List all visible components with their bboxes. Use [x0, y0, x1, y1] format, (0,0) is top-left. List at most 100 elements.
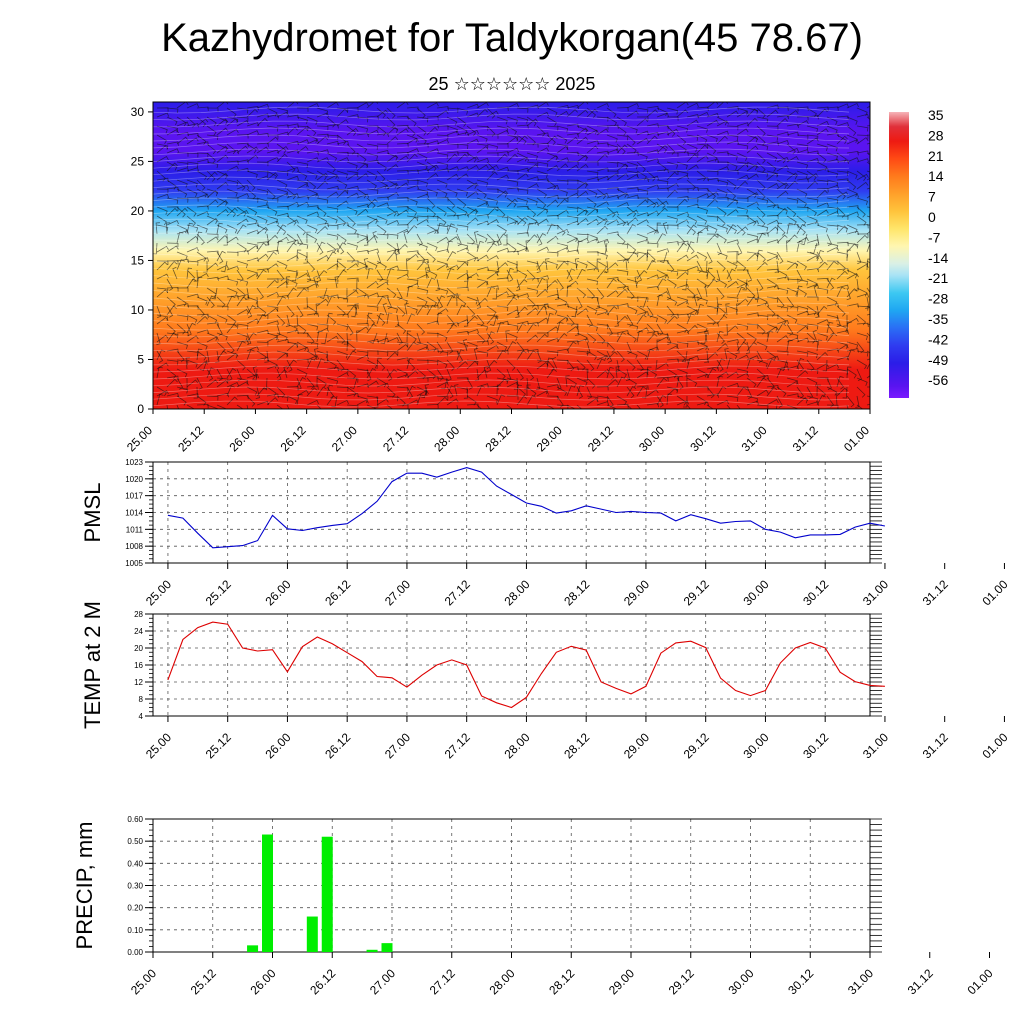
- wind-barb: [796, 337, 810, 343]
- wind-barb: [586, 161, 599, 166]
- wind-barb: [306, 193, 320, 199]
- wind-barb: [186, 179, 198, 188]
- wind-barb: [326, 152, 338, 162]
- wind-barb: [306, 387, 318, 397]
- wind-barb: [476, 266, 490, 271]
- wind-barb: [836, 305, 846, 317]
- wind-barb: [746, 357, 755, 370]
- wind-barb: [246, 349, 255, 361]
- wind-barb: [496, 215, 509, 222]
- wind-barb: [186, 379, 199, 388]
- wind-barb: [716, 343, 729, 352]
- wind-barb: [216, 379, 229, 388]
- wind-barb: [726, 152, 738, 161]
- wind-barb: [486, 242, 498, 253]
- wind-barb: [786, 262, 799, 271]
- wind-barb: [726, 268, 736, 280]
- wind-barb: [153, 242, 158, 255]
- wind-barb: [356, 287, 367, 298]
- wind-barb: [526, 197, 538, 206]
- wind-barb: [796, 310, 809, 316]
- wind-barb: [796, 285, 803, 298]
- wind-barb: [486, 272, 499, 280]
- wind-barb: [356, 350, 369, 357]
- wind-barb: [546, 260, 558, 269]
- wind-barb: [206, 125, 217, 136]
- wind-barb: [486, 314, 499, 321]
- wind-barb: [546, 135, 558, 145]
- y-tick-label: 28: [134, 610, 143, 619]
- wind-barb: [206, 116, 217, 127]
- wind-barb: [766, 125, 779, 131]
- wind-barb: [856, 197, 869, 206]
- wind-barb: [196, 276, 203, 289]
- wind-barb: [196, 350, 207, 361]
- wind-barb: [746, 332, 757, 343]
- wind-barb: [454, 384, 459, 397]
- wind-barb: [766, 358, 776, 370]
- wind-barb: [806, 368, 819, 375]
- wind-barb: [826, 179, 839, 187]
- wind-barb: [293, 314, 299, 327]
- wind-barb: [796, 223, 806, 235]
- colorbar-label: -21: [928, 270, 948, 286]
- wind-barb: [446, 359, 455, 371]
- wind-barb: [526, 386, 537, 397]
- wind-barb: [246, 154, 259, 163]
- wind-barb: [166, 148, 180, 154]
- wind-barb: [216, 251, 224, 264]
- wind-barb: [336, 119, 349, 127]
- wind-barb: [666, 116, 679, 121]
- wind-barb: [186, 293, 199, 298]
- y-tick-label: 25: [131, 154, 145, 168]
- wind-barb: [556, 377, 562, 390]
- wind-barb: [226, 323, 238, 334]
- isotherm: [153, 120, 850, 128]
- wind-barb: [626, 251, 639, 258]
- wind-barb: [806, 251, 819, 259]
- wind-barb: [716, 135, 728, 145]
- wind-barb: [816, 108, 828, 118]
- wind-barb: [226, 107, 237, 118]
- wind-barb: [736, 282, 749, 289]
- wind-barb: [626, 341, 632, 354]
- wind-barb: [286, 269, 299, 276]
- wind-barb: [776, 139, 789, 145]
- wind-barb: [496, 277, 509, 282]
- wind-barb: [376, 278, 389, 284]
- isotherm: [153, 267, 850, 275]
- wind-barb: [336, 323, 349, 331]
- wind-barb: [466, 341, 478, 350]
- wind-barb: [756, 302, 770, 307]
- wind-barb: [206, 199, 219, 208]
- wind-barb: [716, 102, 729, 109]
- pmsl-line: [167, 467, 886, 549]
- wind-barb: [406, 370, 419, 379]
- wind-barb: [441, 377, 448, 390]
- wind-barb: [716, 197, 729, 202]
- wind-barb: [336, 296, 349, 303]
- wind-barb: [386, 233, 399, 240]
- wind-barb: [256, 224, 268, 234]
- wind-barb: [366, 218, 379, 226]
- wind-barb: [786, 170, 798, 180]
- wind-barb: [456, 319, 469, 325]
- wind-barb: [326, 384, 334, 397]
- wind-barb: [756, 261, 768, 271]
- wind-barb: [176, 386, 189, 394]
- wind-barb: [816, 319, 829, 325]
- wind-barb: [716, 251, 728, 260]
- x-tick-label: 30.00: [636, 423, 667, 454]
- wind-barb: [766, 134, 779, 141]
- wind-barb: [226, 368, 233, 381]
- wind-barb: [786, 339, 793, 352]
- wind-barb: [346, 368, 357, 380]
- wind-barb: [326, 161, 336, 173]
- wind-barb: [346, 251, 356, 263]
- x-tick-label: 29.00: [621, 730, 652, 761]
- wind-barb: [396, 209, 409, 217]
- wind-barb: [496, 341, 508, 351]
- wind-barb: [546, 312, 554, 325]
- wind-barb: [346, 323, 354, 336]
- wind-barb: [756, 107, 766, 119]
